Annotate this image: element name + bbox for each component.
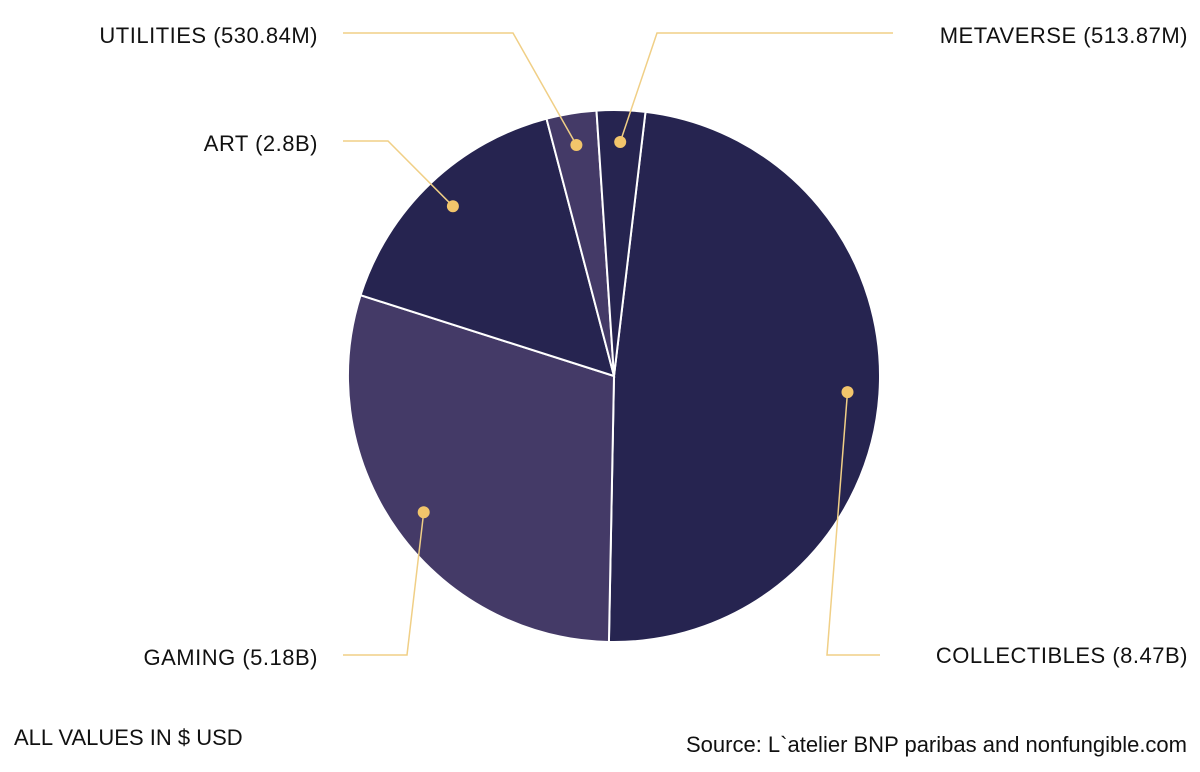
pie-slices: [347, 109, 881, 643]
source-note: Source: L`atelier BNP paribas and nonfun…: [686, 732, 1187, 757]
leader-line: [619, 32, 893, 143]
slice-marker-dot: [614, 136, 627, 148]
currency-note: ALL VALUES IN $ USD: [14, 725, 243, 750]
pie-slice: [607, 110, 881, 643]
slice-marker-dot: [841, 386, 854, 399]
pie-slice: [595, 109, 647, 377]
slice-label: METAVERSE (513.87M): [940, 23, 1188, 48]
leader-lines: [343, 32, 893, 656]
slice-label: COLLECTIBLES (8.47B): [936, 643, 1188, 668]
pie-slice: [347, 293, 616, 643]
slice-label: ART (2.8B): [204, 131, 318, 156]
slice-labels: COLLECTIBLES (8.47B) GAMING (5.18B) ART (2…: [99, 23, 1188, 670]
leader-line: [343, 140, 454, 207]
leader-line: [343, 512, 425, 656]
slice-label: UTILITIES (530.84M): [99, 23, 318, 48]
leader-line: [826, 392, 880, 656]
slice-marker-dot: [446, 200, 459, 213]
leader-line: [343, 32, 578, 146]
slice-label: GAMING (5.18B): [144, 645, 318, 670]
slice-marker-dot: [570, 139, 583, 151]
slice-marker-dot: [417, 506, 430, 519]
